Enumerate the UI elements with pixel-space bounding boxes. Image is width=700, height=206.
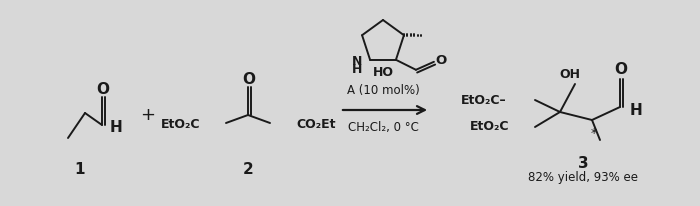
- Text: A (10 mol%): A (10 mol%): [346, 83, 419, 96]
- Text: +: +: [141, 106, 155, 124]
- Text: H: H: [351, 63, 362, 76]
- Text: H: H: [629, 103, 643, 117]
- Text: OH: OH: [559, 68, 580, 81]
- Text: 1: 1: [75, 163, 85, 178]
- Text: HO: HO: [372, 67, 393, 80]
- Text: 2: 2: [243, 163, 253, 178]
- Text: CH₂Cl₂, 0 °C: CH₂Cl₂, 0 °C: [348, 121, 419, 133]
- Text: O: O: [242, 71, 256, 87]
- Text: O: O: [615, 62, 627, 77]
- Text: O: O: [97, 82, 109, 96]
- Text: EtO₂C: EtO₂C: [160, 117, 200, 130]
- Text: O: O: [435, 54, 447, 67]
- Text: CO₂Et: CO₂Et: [296, 117, 335, 130]
- Text: 3: 3: [578, 156, 588, 171]
- Text: N: N: [351, 55, 362, 68]
- Text: H: H: [110, 119, 122, 135]
- Text: 82% yield, 93% ee: 82% yield, 93% ee: [528, 172, 638, 185]
- Text: *: *: [591, 128, 597, 140]
- Text: EtO₂C–: EtO₂C–: [461, 94, 507, 107]
- Text: EtO₂C: EtO₂C: [470, 121, 509, 133]
